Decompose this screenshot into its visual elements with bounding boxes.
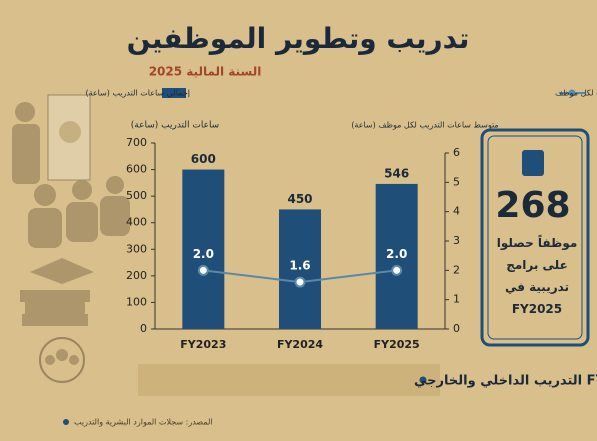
- line-label: 1.6: [289, 259, 310, 273]
- y2-tick-label: 0: [453, 322, 460, 335]
- y-tick-label: 300: [126, 242, 147, 255]
- bar-label: 600: [191, 152, 216, 166]
- y2-tick-label: 6: [453, 146, 460, 159]
- line-point: [296, 278, 305, 287]
- note: يشمل FY2025 التدريب الداخلي والخارجي: [414, 374, 597, 389]
- x-tick-label: FY2023: [180, 338, 226, 351]
- y-tick-label: 500: [126, 189, 147, 202]
- card-text: موظفاً حصلوا على برامج تدريبية في FY2025: [494, 232, 580, 320]
- x-tick-label: FY2024: [277, 338, 323, 351]
- chart: تدريب وتطوير الموظفين السنة المالية 2025…: [0, 0, 597, 441]
- infographic: تدريب وتطوير الموظفين السنة المالية 2025…: [0, 0, 597, 441]
- chart-title: تدريب وتطوير الموظفين: [127, 22, 470, 55]
- legend-label: إجمالي ساعات التدريب (ساعة): [85, 89, 190, 99]
- source: المصدر: سجلات الموارد البشرية والتدريب: [74, 418, 213, 427]
- card-number: 268: [495, 185, 570, 226]
- y-tick-label: 200: [126, 269, 147, 282]
- y2-tick-label: 2: [453, 263, 460, 276]
- legend-label: متوسط ساعات التدريب لكل موظف: [555, 89, 597, 98]
- source-bullet: [63, 419, 69, 425]
- line-label: 2.0: [193, 247, 214, 261]
- y2-axis-title: متوسط ساعات التدريب لكل موظف (ساعة): [351, 121, 498, 130]
- y-tick-label: 0: [140, 322, 147, 335]
- chart-subtitle: السنة المالية 2025: [149, 65, 262, 79]
- y2-tick-label: 4: [453, 205, 460, 218]
- line-point: [199, 266, 208, 275]
- y2-tick-label: 1: [453, 293, 460, 306]
- y-tick-label: 100: [126, 295, 147, 308]
- y2-tick-label: 5: [453, 175, 460, 188]
- note-box: [138, 364, 440, 396]
- bar-label: 450: [287, 192, 312, 206]
- x-tick-label: FY2025: [374, 338, 420, 351]
- y-tick-label: 600: [126, 163, 147, 176]
- y-tick-label: 400: [126, 216, 147, 229]
- y2-tick-label: 3: [453, 234, 460, 247]
- illustration: [12, 95, 130, 382]
- line-label: 2.0: [386, 247, 407, 261]
- y-axis-title: ساعات التدريب (ساعة): [131, 121, 219, 131]
- line-point: [392, 266, 401, 275]
- bar-label: 546: [384, 166, 409, 180]
- y-tick-label: 700: [126, 136, 147, 149]
